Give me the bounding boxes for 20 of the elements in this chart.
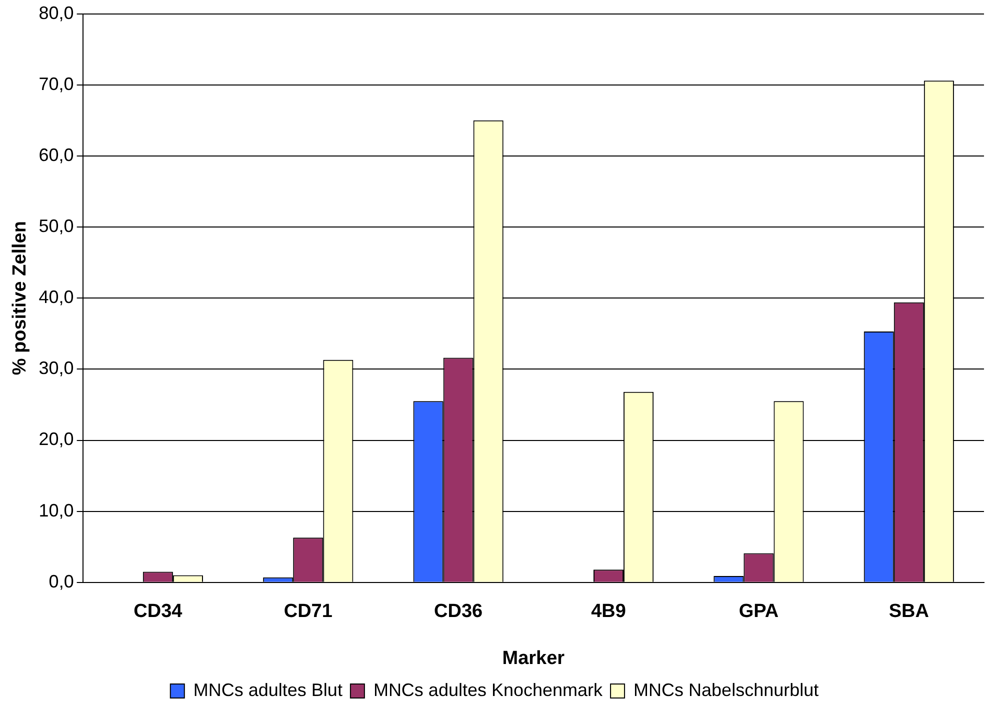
x-tick-label: 4B9	[591, 601, 626, 622]
y-tick-label: 70,0	[38, 74, 74, 94]
legend-label: MNCs adultes Blut	[193, 680, 342, 700]
y-axis-title: % positive Zellen	[10, 221, 31, 376]
x-tick-label: CD71	[284, 601, 333, 622]
y-tick-label: 0,0	[48, 571, 74, 592]
legend-label: MNCs Nabelschnurblut	[634, 680, 819, 700]
x-tick-label: SBA	[888, 601, 930, 622]
y-tick-label: 60,0	[38, 144, 74, 165]
y-tick-label: 40,0	[38, 287, 74, 308]
y-tick-label: 10,0	[38, 500, 74, 520]
y-tick-label: 50,0	[38, 216, 74, 236]
x-axis-title: Marker	[502, 648, 566, 669]
x-tick-label: CD34	[134, 601, 183, 622]
y-tick-label: 20,0	[38, 429, 74, 450]
x-tick-label: CD36	[434, 601, 483, 622]
y-tick-label: 30,0	[38, 358, 74, 378]
x-tick-label: GPA	[738, 601, 779, 622]
y-tick-label: 80,0	[38, 2, 74, 23]
legend-label: MNCs adultes Knochenmark	[373, 680, 604, 700]
